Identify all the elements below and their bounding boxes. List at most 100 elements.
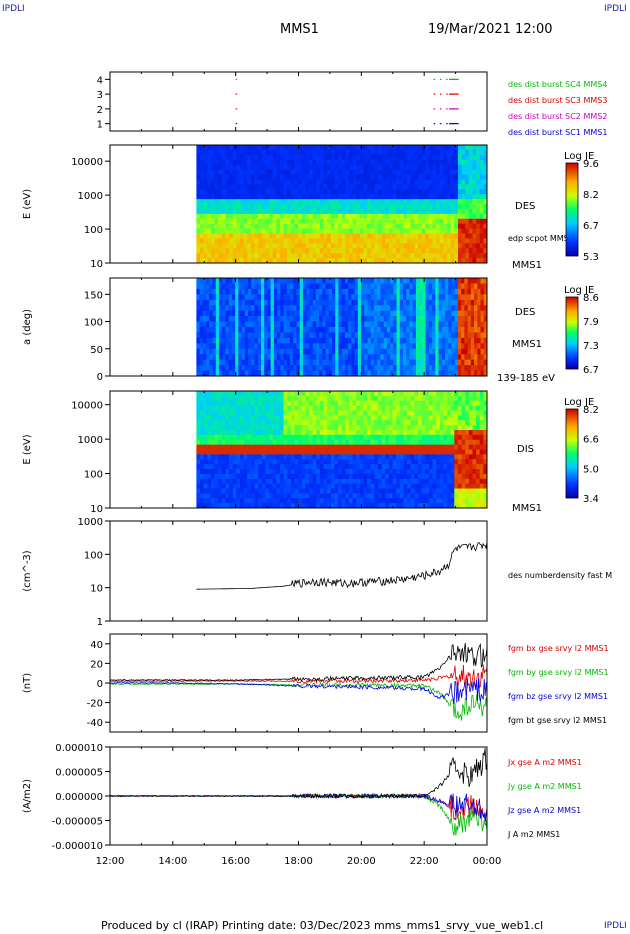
spectrogram-cell bbox=[436, 174, 441, 181]
spectrogram-cell bbox=[399, 159, 405, 166]
spectrogram-cell bbox=[267, 305, 272, 312]
spectrogram-cell bbox=[200, 233, 205, 240]
spectrogram-cell bbox=[196, 343, 201, 350]
spectrogram-cell bbox=[221, 410, 227, 416]
spectrogram-cell bbox=[290, 159, 296, 166]
spectrogram-cell bbox=[250, 434, 256, 441]
spectrogram-cell bbox=[206, 343, 210, 350]
spectrogram-cell bbox=[399, 184, 405, 190]
spectrogram-cell bbox=[435, 321, 440, 328]
spectrogram-cell bbox=[421, 154, 426, 161]
spectrogram-cell bbox=[286, 354, 291, 361]
spectrogram-cell bbox=[447, 149, 452, 156]
spectrogram-cell bbox=[309, 199, 314, 205]
spectrogram-cell bbox=[367, 483, 372, 490]
spectrogram-cell bbox=[474, 294, 478, 301]
spectrogram-cell bbox=[305, 391, 310, 397]
spectrogram-cell bbox=[298, 213, 303, 220]
spectrogram-cell bbox=[200, 493, 205, 499]
spectrogram-cell bbox=[221, 459, 227, 465]
spectrogram-cell bbox=[378, 415, 383, 421]
spectrogram-cell bbox=[267, 316, 272, 323]
spectrogram-cell bbox=[422, 343, 427, 350]
spectrogram-cell bbox=[403, 218, 408, 225]
spectrogram-cell bbox=[214, 439, 219, 446]
spectrogram-cell bbox=[231, 278, 236, 285]
spectrogram-cell bbox=[202, 332, 207, 339]
spectrogram-cell bbox=[363, 498, 368, 504]
spectrogram-cell bbox=[448, 310, 453, 317]
spectrogram-cell bbox=[312, 288, 317, 295]
spectrogram-cell bbox=[235, 365, 239, 372]
spectrogram-cell bbox=[399, 213, 405, 220]
spectrogram-cell bbox=[407, 248, 412, 254]
spectrogram-cell bbox=[277, 348, 281, 355]
spectrogram-cell bbox=[272, 238, 277, 244]
spectrogram-cell bbox=[425, 189, 430, 195]
spectrogram-cell bbox=[258, 410, 263, 416]
spectrogram-cell bbox=[403, 337, 407, 344]
spectrogram-cell bbox=[330, 223, 336, 230]
spectrogram-cell bbox=[454, 228, 459, 235]
spectrogram-cell bbox=[354, 294, 359, 301]
spectrogram-cell bbox=[228, 332, 233, 339]
spectrogram-cell bbox=[338, 391, 343, 397]
spectrogram-cell bbox=[396, 164, 401, 171]
spectrogram-cell bbox=[258, 253, 263, 259]
spectrogram-cell bbox=[323, 208, 328, 215]
spectrogram-cell bbox=[221, 223, 227, 230]
spectrogram-cell bbox=[200, 425, 205, 431]
spectrogram-cell bbox=[403, 233, 408, 240]
spectrogram-cell bbox=[243, 184, 248, 190]
spectrogram-cell bbox=[483, 354, 487, 361]
spectrogram-cell bbox=[480, 305, 485, 312]
spectrogram-cell bbox=[392, 179, 397, 185]
spectrogram-cell bbox=[477, 294, 482, 301]
spectrogram-cell bbox=[250, 223, 256, 230]
spectrogram-cell bbox=[338, 478, 343, 485]
spectrogram-cell bbox=[334, 164, 339, 171]
spectrogram-cell bbox=[432, 310, 436, 317]
spectrogram-cell bbox=[373, 316, 378, 323]
spectrogram-cell bbox=[203, 189, 208, 195]
spectrogram-cell bbox=[341, 449, 346, 455]
spectrogram-cell bbox=[454, 174, 459, 181]
spectrogram-cell bbox=[472, 174, 477, 181]
spectrogram-cell bbox=[269, 425, 274, 431]
spectrogram-cell bbox=[203, 169, 208, 176]
spectrogram-cell bbox=[290, 478, 296, 485]
spectrogram-cell bbox=[348, 223, 354, 230]
spectrogram-cell bbox=[345, 248, 350, 254]
spectrogram-cell bbox=[228, 288, 233, 295]
spectrogram-cell bbox=[244, 283, 249, 290]
spectrogram-cell bbox=[354, 348, 359, 355]
spectrogram-cell bbox=[461, 204, 466, 210]
spectrogram-cell bbox=[238, 343, 243, 350]
spectrogram-cell bbox=[250, 208, 256, 215]
spectrogram-cell bbox=[316, 464, 321, 470]
spectrogram-cell bbox=[232, 483, 237, 490]
spectrogram-cell bbox=[272, 253, 277, 259]
spectrogram-cell bbox=[344, 294, 349, 301]
spectrogram-cell bbox=[335, 299, 340, 306]
spectrogram-cell bbox=[415, 354, 420, 361]
spectrogram-cell bbox=[225, 199, 230, 205]
spectrogram-cell bbox=[345, 169, 350, 176]
spectrogram-cell bbox=[247, 159, 252, 166]
spectrogram-cell bbox=[323, 253, 328, 259]
spectrogram-cell bbox=[247, 179, 252, 185]
spectrogram-cell bbox=[207, 473, 212, 480]
spectrogram-cell bbox=[383, 283, 388, 290]
spectrogram-cell bbox=[407, 258, 412, 263]
spectrogram-cell bbox=[410, 218, 415, 225]
spectrogram-cell bbox=[257, 305, 262, 312]
spectrogram-cell bbox=[247, 228, 252, 235]
spectrogram-cell bbox=[332, 299, 336, 306]
spectrogram-cell bbox=[396, 299, 401, 306]
spectrogram-cell bbox=[367, 305, 372, 312]
spectrogram-cell bbox=[457, 327, 462, 334]
spectrogram-cell bbox=[305, 174, 310, 181]
spectrogram-cell bbox=[316, 218, 321, 225]
spectrogram-cell bbox=[296, 288, 301, 295]
spectrogram-cell bbox=[207, 145, 212, 151]
